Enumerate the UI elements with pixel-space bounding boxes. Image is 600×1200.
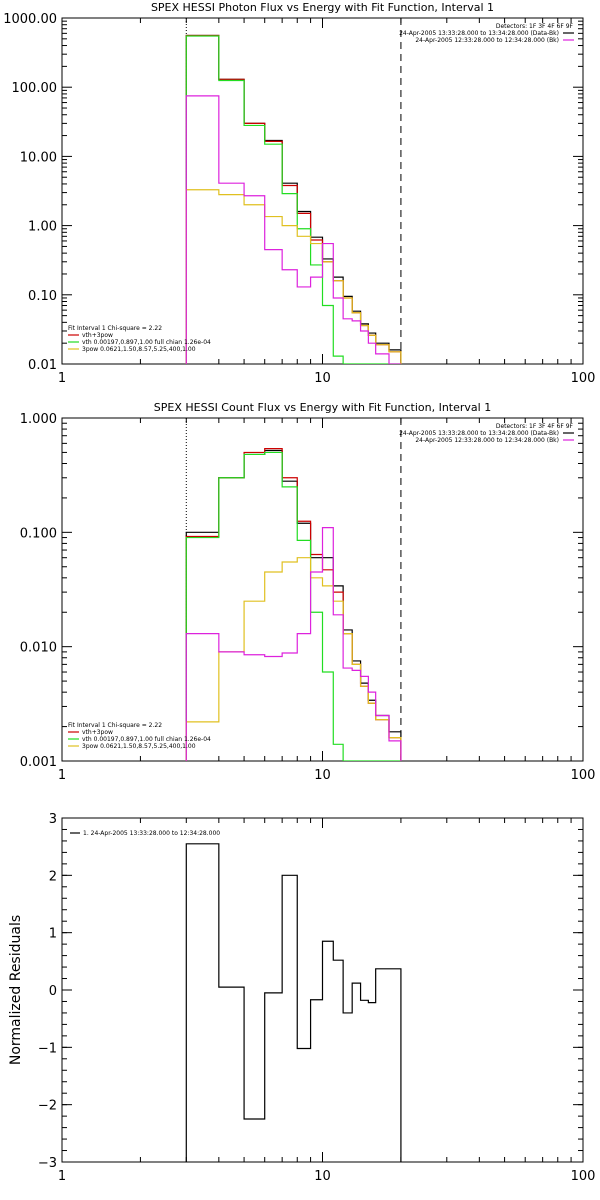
panel-2: SPEX HESSI Count Flux vs Energy with Fit… — [20, 401, 596, 783]
plot-frame — [61, 17, 584, 365]
header-line: 24-Apr-2005 13:33:28.000 to 13:34:28.000… — [399, 30, 559, 37]
header-line: 24-Apr-2005 12:33:28.000 to 12:34:28.000… — [415, 437, 559, 444]
y-tick-label: 0.01 — [28, 358, 57, 373]
legend-entry: Fit Interval 1 Chi-square = 2.22 — [68, 325, 162, 332]
series-magenta-histogram — [185, 95, 401, 364]
chart-title: SPEX HESSI Photon Flux vs Energy with Fi… — [151, 1, 494, 14]
series-yellow-histogram — [185, 189, 402, 364]
series-black-histogram — [185, 34, 402, 364]
y-tick-label: 1.00 — [28, 220, 57, 235]
series-green-histogram — [185, 35, 401, 364]
y-tick-label: 0 — [49, 984, 57, 999]
header-line: Detectors: 1F 3F 4F 6F 9F — [496, 423, 574, 430]
y-tick-label: 2 — [49, 869, 57, 884]
x-tick-label: 1 — [58, 768, 66, 783]
y-tick-label: 0.10 — [28, 289, 57, 304]
y-tick-label: 1000.00 — [3, 12, 57, 27]
y-tick-label: 10.00 — [20, 150, 57, 165]
legend-entry: 3pow 0.0621,1.50,8.57,5.25,400,1.00 — [82, 346, 196, 353]
y-tick-label: −3 — [38, 1156, 57, 1171]
y-tick-label: −2 — [38, 1099, 57, 1114]
plot-frame — [61, 417, 584, 762]
y-tick-label: 100.00 — [12, 81, 58, 96]
y-tick-label: 3 — [49, 812, 57, 827]
y-tick-label: −1 — [38, 1041, 57, 1056]
header-line: 24-Apr-2005 13:33:28.000 to 13:34:28.000… — [399, 430, 559, 437]
panel-1: SPEX HESSI Photon Flux vs Energy with Fi… — [3, 1, 595, 386]
x-tick-label: 1 — [58, 371, 66, 386]
y-tick-label: 0.010 — [20, 641, 57, 656]
x-tick-label: 10 — [314, 768, 331, 783]
x-tick-label: 10 — [314, 371, 331, 386]
series-black-histogram — [185, 843, 402, 1162]
legend-entry: vth 0.00197,0.897,1.00 full chian 1.26e-… — [82, 339, 211, 346]
x-tick-label: 10 — [314, 1169, 331, 1184]
header-line: Detectors: 1F 3F 4F 6F 9F — [496, 23, 574, 30]
y-axis-label: Normalized Residuals — [8, 915, 24, 1065]
legend-entry: vth+3pow — [82, 332, 113, 339]
chart-title: SPEX HESSI Count Flux vs Energy with Fit… — [154, 401, 491, 414]
y-tick-label: 1.000 — [20, 412, 57, 427]
legend-entry: 3pow 0.0621,1.50,8.57,5.25,400,1.00 — [82, 743, 196, 750]
series-magenta-histogram — [185, 527, 402, 761]
x-tick-label: 1 — [58, 1169, 66, 1184]
header-line: 24-Apr-2005 12:33:28.000 to 12:34:28.000… — [415, 37, 559, 44]
series-yellow-histogram — [185, 557, 402, 761]
x-tick-label: 100 — [571, 768, 596, 783]
y-tick-label: 0.100 — [20, 526, 57, 541]
series-red-histogram — [185, 34, 402, 364]
y-tick-label: 0.001 — [20, 755, 57, 770]
legend-entry: vth+3pow — [82, 729, 113, 736]
y-tick-label: 1 — [49, 927, 57, 942]
x-tick-label: 100 — [571, 1169, 596, 1184]
legend-entry: Fit Interval 1 Chi-square = 2.22 — [68, 722, 162, 729]
legend-entry: vth 0.00197,0.897,1.00 full chian 1.26e-… — [82, 736, 211, 743]
x-tick-label: 100 — [571, 371, 596, 386]
legend-entry: 1. 24-Apr-2005 13:33:28.000 to 12:34:28.… — [83, 830, 220, 837]
